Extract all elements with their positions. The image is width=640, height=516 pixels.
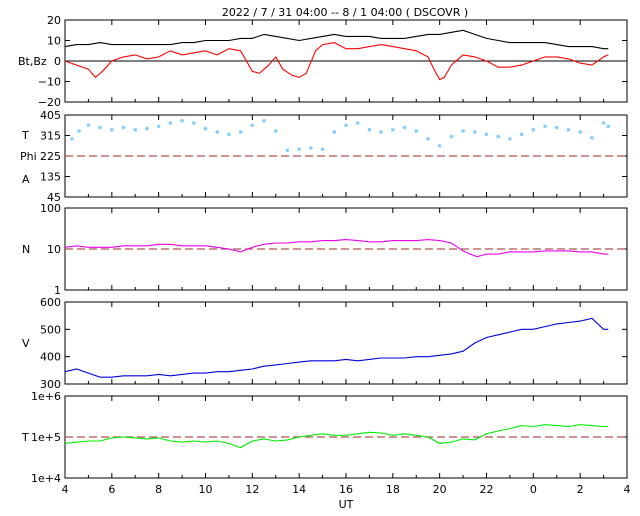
x-tick-label: 8: [155, 483, 162, 496]
y-tick-label: 300: [40, 378, 61, 391]
x-tick-label: 16: [339, 483, 353, 496]
theta-point: [367, 128, 372, 132]
y-tick-label: 1: [54, 284, 61, 297]
x-tick-label: 22: [480, 483, 494, 496]
x-tick-label: 20: [433, 483, 447, 496]
x-tick-label: 6: [108, 483, 115, 496]
theta-point: [238, 130, 243, 134]
theta-point: [601, 121, 606, 125]
y-tick-label: 1e+6: [31, 390, 61, 403]
theta-point: [145, 126, 149, 131]
y-tick-label: 315: [40, 130, 61, 143]
theta-point: [273, 129, 278, 133]
theta-point: [543, 124, 547, 129]
y-tick-label: 400: [40, 351, 61, 364]
theta-point: [285, 148, 290, 153]
theta-point: [70, 137, 74, 141]
y-axis-label: N: [22, 243, 30, 256]
y-tick-label: 500: [40, 323, 61, 336]
theta-point: [297, 147, 301, 151]
theta-point: [215, 130, 220, 134]
theta-point: [606, 124, 611, 129]
x-tick-label: 0: [530, 483, 537, 496]
y-tick-label: −10: [38, 76, 61, 89]
theta-point: [110, 128, 114, 132]
theta-point: [402, 125, 407, 130]
y-axis-label-theta: T: [21, 129, 29, 142]
x-tick-label: 10: [199, 483, 213, 496]
theta-point: [180, 118, 184, 123]
theta-point: [309, 146, 313, 150]
x-tick-label: 18: [386, 483, 400, 496]
theta-point: [590, 135, 594, 140]
theta-point: [496, 134, 501, 139]
theta-point: [250, 123, 255, 128]
theta-point: [578, 130, 582, 134]
theta-point: [355, 121, 360, 125]
theta-point: [519, 132, 524, 137]
theta-point: [262, 118, 266, 123]
y-axis-label: V: [22, 337, 30, 350]
x-tick-label: 2: [577, 483, 584, 496]
panel-frame: [64, 301, 628, 385]
theta-point: [484, 132, 489, 137]
y-tick-label: 1e+5: [31, 431, 61, 444]
theta-point: [227, 132, 231, 137]
theta-point: [472, 130, 477, 134]
x-tick-label: 4: [62, 483, 69, 496]
theta-point: [449, 134, 454, 139]
theta-point: [320, 147, 325, 151]
y-tick-label: 0: [54, 55, 61, 68]
y-tick-label: 20: [47, 14, 61, 27]
theta-point: [391, 128, 395, 132]
theta-point: [344, 123, 348, 128]
theta-point: [121, 125, 126, 130]
y-tick-label: 225: [40, 150, 61, 163]
theta-point: [554, 125, 559, 130]
y-tick-label: 135: [40, 171, 61, 184]
x-axis-label: UT: [339, 498, 354, 511]
theta-point: [461, 129, 465, 133]
theta-point: [437, 143, 442, 148]
y-tick-label: 100: [40, 202, 61, 215]
y-tick-label: 600: [40, 296, 61, 309]
theta-point: [332, 130, 337, 134]
chart-title: 2022 / 7 / 31 04:00 -- 8 / 1 04:00 ( DSC…: [222, 6, 468, 19]
theta-point: [77, 129, 81, 133]
y-tick-label: 10: [47, 35, 61, 48]
theta-point: [203, 126, 208, 131]
theta-point: [133, 128, 138, 132]
series-line-v: [64, 317, 609, 378]
y-tick-label: 45: [47, 191, 61, 204]
x-tick-label: 14: [292, 483, 306, 496]
theta-point: [379, 130, 383, 134]
y-tick-label: 10: [47, 243, 61, 256]
y-axis-label: T: [21, 431, 29, 444]
y-axis-label-phi: Phi: [20, 150, 37, 163]
series-line-n: [64, 239, 609, 258]
y-tick-label: 1e+4: [31, 472, 61, 485]
x-tick-label: 4: [624, 483, 631, 496]
x-tick-label: 12: [245, 483, 259, 496]
theta-point: [414, 129, 419, 133]
theta-point: [156, 124, 161, 129]
theta-point: [531, 128, 536, 132]
y-tick-label: −20: [38, 96, 61, 109]
series-line-t: [64, 424, 609, 449]
theta-point: [168, 121, 173, 125]
theta-point: [426, 137, 430, 141]
y-axis-label: Bt,Bz: [18, 55, 47, 68]
theta-point: [86, 123, 91, 128]
theta-point: [191, 121, 196, 125]
theta-point: [566, 128, 571, 132]
series-line-bt: [64, 29, 609, 50]
series-line-bz: [64, 42, 609, 81]
y-axis-label-a: A: [22, 173, 30, 186]
theta-point: [98, 125, 102, 130]
theta-point: [508, 137, 512, 141]
y-tick-label: 405: [40, 109, 61, 122]
